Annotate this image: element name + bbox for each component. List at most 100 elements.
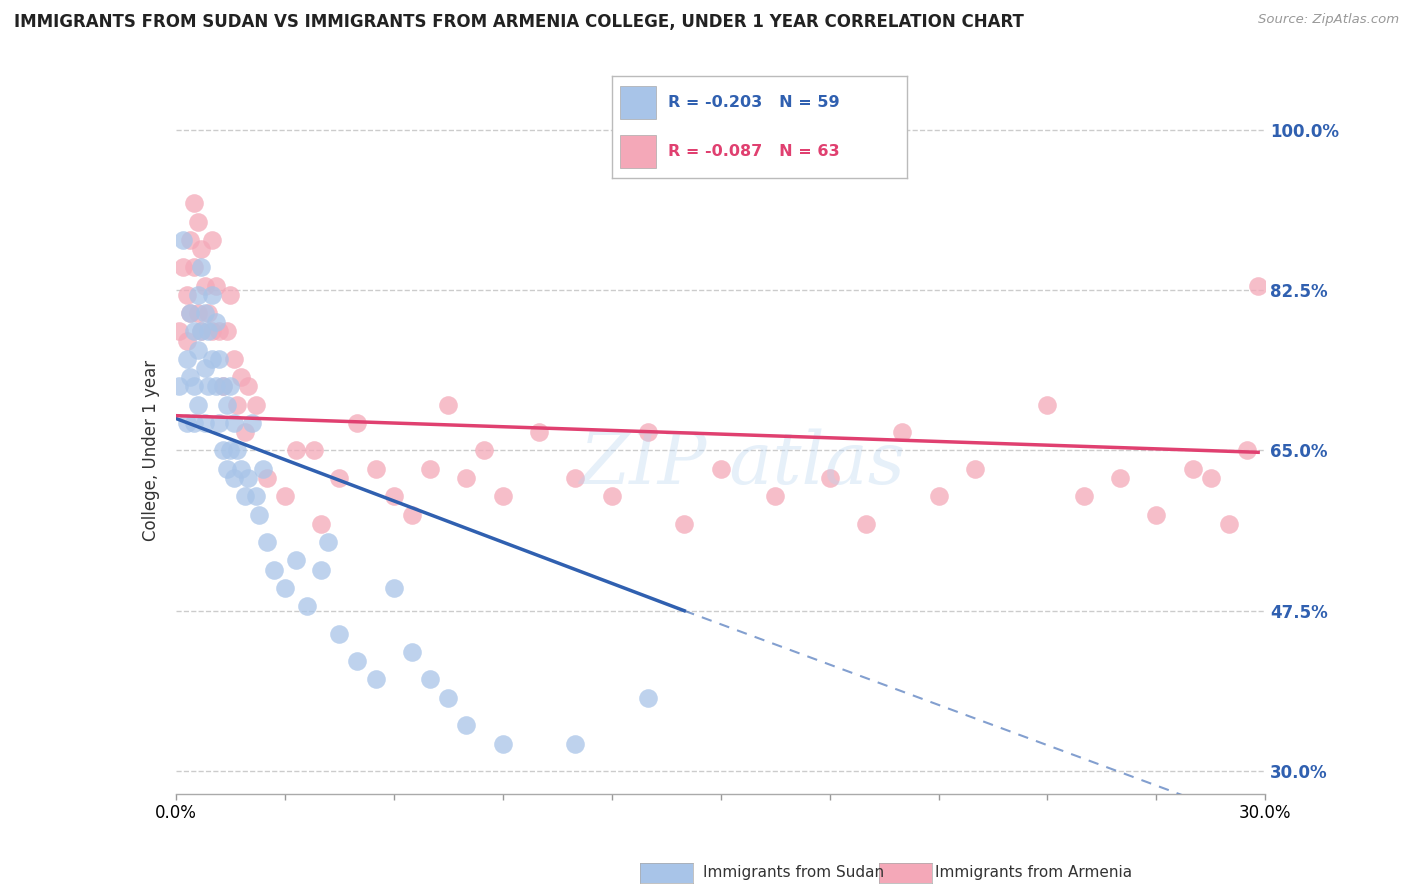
Point — [179, 306, 201, 320]
Point — [212, 443, 235, 458]
Point — [172, 233, 194, 247]
Point — [346, 654, 368, 668]
Point — [600, 489, 623, 503]
Point — [245, 489, 267, 503]
Point — [231, 462, 253, 476]
Point — [364, 462, 387, 476]
Point — [222, 471, 245, 485]
Point — [1218, 516, 1240, 531]
Point — [382, 489, 405, 503]
Point — [201, 233, 224, 247]
Point — [328, 626, 350, 640]
Point — [928, 489, 950, 503]
Point — [208, 416, 231, 430]
Point — [231, 370, 253, 384]
Point — [637, 425, 659, 439]
Point — [194, 278, 217, 293]
Point — [201, 287, 224, 301]
Text: R = -0.087   N = 63: R = -0.087 N = 63 — [668, 145, 839, 160]
Point — [226, 443, 249, 458]
Point — [474, 443, 496, 458]
Point — [284, 553, 307, 567]
Point — [456, 718, 478, 732]
FancyBboxPatch shape — [620, 136, 655, 168]
Point — [204, 278, 226, 293]
Point — [245, 398, 267, 412]
Point — [309, 516, 332, 531]
Point — [226, 398, 249, 412]
Point — [456, 471, 478, 485]
Point — [219, 379, 242, 393]
Text: Immigrants from Sudan: Immigrants from Sudan — [703, 865, 884, 880]
Point — [197, 306, 219, 320]
Point — [194, 361, 217, 376]
Point — [419, 462, 441, 476]
Point — [419, 673, 441, 687]
Point — [176, 416, 198, 430]
Point — [204, 379, 226, 393]
Point — [183, 379, 205, 393]
Point — [183, 260, 205, 275]
Point — [855, 516, 877, 531]
Text: ZIP atlas: ZIP atlas — [579, 429, 905, 500]
Point — [1109, 471, 1132, 485]
Point — [238, 379, 260, 393]
Point — [527, 425, 550, 439]
Point — [401, 508, 423, 522]
Point — [186, 287, 209, 301]
Point — [710, 462, 733, 476]
Point — [208, 351, 231, 366]
Point — [346, 416, 368, 430]
Point — [194, 416, 217, 430]
Point — [364, 673, 387, 687]
Point — [179, 306, 201, 320]
Point — [309, 562, 332, 576]
Point — [673, 516, 696, 531]
Point — [1236, 443, 1258, 458]
Point — [179, 233, 201, 247]
Point — [219, 443, 242, 458]
Point — [194, 306, 217, 320]
Point — [215, 398, 238, 412]
Point — [183, 325, 205, 339]
Point — [492, 737, 515, 751]
Point — [204, 315, 226, 329]
Point — [818, 471, 841, 485]
Text: IMMIGRANTS FROM SUDAN VS IMMIGRANTS FROM ARMENIA COLLEGE, UNDER 1 YEAR CORRELATI: IMMIGRANTS FROM SUDAN VS IMMIGRANTS FROM… — [14, 13, 1024, 31]
Point — [212, 379, 235, 393]
Point — [169, 325, 191, 339]
Point — [263, 562, 285, 576]
Text: Source: ZipAtlas.com: Source: ZipAtlas.com — [1258, 13, 1399, 27]
Point — [437, 398, 460, 412]
Point — [233, 489, 256, 503]
Point — [201, 351, 224, 366]
Text: R = -0.203   N = 59: R = -0.203 N = 59 — [668, 95, 839, 110]
Text: Immigrants from Armenia: Immigrants from Armenia — [935, 865, 1132, 880]
Point — [963, 462, 986, 476]
Point — [186, 398, 209, 412]
Point — [1036, 398, 1059, 412]
Point — [201, 325, 224, 339]
Point — [186, 214, 209, 228]
Point — [318, 535, 340, 549]
Point — [212, 379, 235, 393]
Point — [256, 535, 278, 549]
Point — [190, 325, 212, 339]
Point — [891, 425, 914, 439]
Point — [763, 489, 786, 503]
Point — [208, 325, 231, 339]
Point — [1247, 278, 1270, 293]
Point — [219, 287, 242, 301]
Point — [197, 379, 219, 393]
Point — [252, 462, 274, 476]
Point — [382, 581, 405, 595]
Point — [401, 645, 423, 659]
Point — [1181, 462, 1204, 476]
Point — [222, 416, 245, 430]
Y-axis label: College, Under 1 year: College, Under 1 year — [142, 359, 160, 541]
Point — [1199, 471, 1222, 485]
Point — [328, 471, 350, 485]
Point — [190, 325, 212, 339]
Point — [186, 343, 209, 357]
Point — [1146, 508, 1168, 522]
